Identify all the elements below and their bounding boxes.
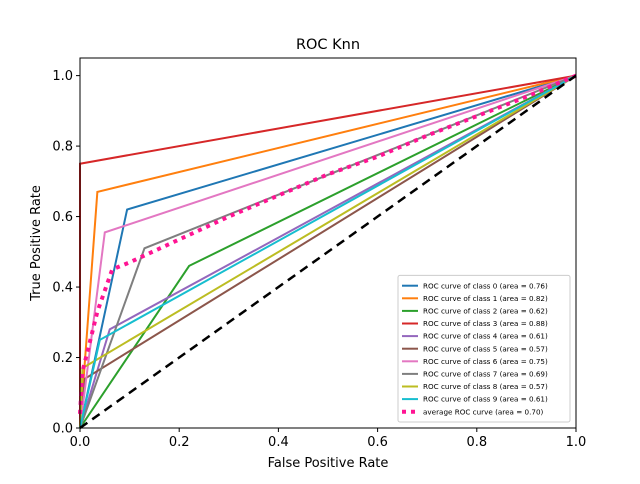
x-tick-label: 1.0: [566, 435, 587, 450]
legend-label-5: ROC curve of class 5 (area = 0.57): [423, 344, 548, 353]
chart-title: ROC Knn: [296, 37, 360, 53]
series-line-6: [79, 74, 577, 429]
x-axis-label: False Positive Rate: [268, 456, 389, 471]
series-line-10: [78, 73, 577, 415]
y-axis-ticks: 0.0 0.2 0.4 0.6 0.8 1.0: [52, 69, 80, 437]
legend-label-7: ROC curve of class 7 (area = 0.69): [423, 370, 548, 379]
y-tick-label: 0.0: [52, 422, 73, 437]
legend-label-3: ROC curve of class 3 (area = 0.88): [423, 319, 548, 328]
legend-label-0: ROC curve of class 0 (area = 0.76): [423, 281, 548, 290]
legend-label-1: ROC curve of class 1 (area = 0.82): [423, 294, 548, 303]
legend-box: [397, 274, 571, 423]
legend-label-4: ROC curve of class 4 (area = 0.61): [423, 332, 548, 341]
y-tick-label: 0.6: [52, 210, 73, 225]
series-line-9: [79, 74, 577, 429]
legend-label-10: average ROC curve (area = 0.70): [423, 407, 544, 416]
series-line-1: [79, 74, 577, 429]
legend-label-2: ROC curve of class 2 (area = 0.62): [423, 307, 548, 316]
series-line-4: [79, 74, 577, 429]
x-tick-label: 0.8: [466, 435, 487, 450]
series-line-2: [79, 74, 577, 429]
x-tick-label: 0.6: [367, 435, 388, 450]
plot-area: [78, 73, 577, 430]
y-axis-label: True Positive Rate: [29, 185, 44, 302]
x-tick-label: 0.2: [169, 435, 190, 450]
x-axis-ticks: 0.0 0.2 0.4 0.6 0.8 1.0: [70, 428, 587, 450]
y-tick-label: 0.4: [52, 281, 73, 296]
legend-label-6: ROC curve of class 6 (area = 0.75): [423, 357, 548, 366]
y-tick-label: 0.2: [52, 351, 73, 366]
legend: ROC curve of class 0 (area = 0.76) ROC cu…: [397, 274, 571, 423]
legend-label-8: ROC curve of class 8 (area = 0.57): [423, 382, 548, 391]
plot-frame: [79, 57, 577, 429]
y-tick-label: 1.0: [52, 69, 73, 84]
y-tick-label: 0.8: [52, 140, 73, 155]
legend-label-9: ROC curve of class 9 (area = 0.61): [423, 395, 548, 404]
reference-diagonal-line: [79, 74, 577, 430]
x-tick-label: 0.4: [268, 435, 289, 450]
x-tick-label: 0.0: [70, 435, 91, 450]
